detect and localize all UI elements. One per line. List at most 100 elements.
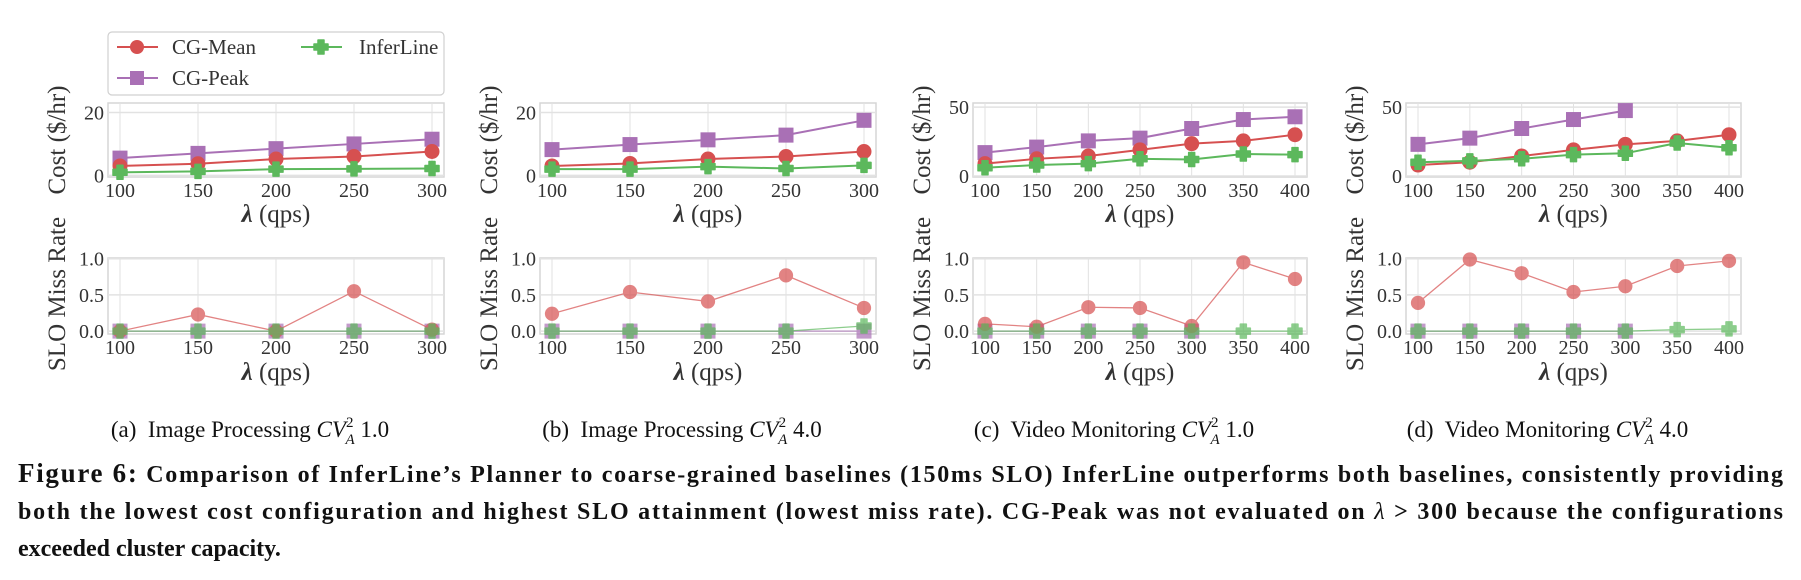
data-point-circle	[1081, 300, 1096, 315]
legend-label: InferLine	[359, 35, 438, 59]
cost-subplot: 100 150 200 250 300 0 20 Cost ($/hr) λ (qps)	[44, 85, 447, 228]
y-tick-label: 50	[949, 97, 969, 119]
y-axis-label: SLO Miss Rate	[44, 217, 71, 371]
x-tick-label: 100	[1403, 337, 1433, 359]
data-point-plus	[1410, 154, 1426, 171]
data-point-plus	[1669, 135, 1685, 151]
x-tick-label: 400	[1714, 337, 1744, 359]
series-cg-peak	[544, 112, 872, 158]
y-tick-label: 1.0	[79, 249, 104, 271]
miss-subplot: 100 150 200 250 300 0.0 0.5 1.0 SLO Miss Rate λ (…	[44, 217, 447, 386]
x-tick-label: 250	[339, 337, 369, 359]
data-point-square	[1132, 130, 1148, 146]
subcaption-value: 1.0	[1220, 417, 1255, 442]
y-tick-label: 20	[516, 102, 536, 124]
data-point-circle	[1235, 133, 1251, 149]
x-tick-label: 350	[1662, 337, 1692, 359]
subcaption-label: (b) Image Processing	[542, 417, 749, 442]
data-point-square	[544, 142, 560, 158]
panel-d: 100 150 200 250 300 350 400 0 50 Cost ($/hr) λ (qp…	[1342, 85, 1744, 448]
data-point-plus	[268, 161, 284, 177]
data-point-circle	[1287, 271, 1303, 287]
x-tick-label: 200	[261, 337, 291, 359]
subcaption-value: 4.0	[1654, 417, 1689, 442]
data-point-circle	[1566, 284, 1581, 300]
series-inferline	[112, 160, 440, 181]
x-tick-label: 100	[105, 180, 135, 202]
data-point-plus	[544, 161, 560, 177]
data-point-circle	[1670, 258, 1685, 274]
data-point-circle	[700, 294, 716, 309]
y-tick-label: 0.5	[511, 285, 536, 307]
x-tick-label: 250	[1125, 337, 1155, 359]
x-tick-label: 250	[1559, 180, 1589, 202]
y-axis-label: Cost ($/hr)	[909, 85, 936, 194]
x-axis-symbol: λ	[673, 359, 685, 386]
data-point-plus	[1080, 155, 1097, 172]
x-axis-label: λ (qps)	[673, 359, 743, 386]
data-point-plus	[1721, 321, 1737, 337]
data-point-plus	[346, 323, 362, 339]
x-tick-label: 100	[1403, 180, 1433, 202]
caption-line-1: Figure 6: Comparison of InferLine’s Plan…	[18, 458, 1783, 488]
y-axis-label: Cost ($/hr)	[44, 85, 71, 194]
figure-caption: Figure 6: Comparison of InferLine’s Plan…	[18, 458, 1783, 562]
x-tick-label: 100	[105, 337, 135, 359]
x-tick-label: 100	[970, 337, 1000, 359]
series-cg-peak	[1410, 103, 1633, 152]
series-inferline	[977, 323, 1303, 339]
x-tick-label: 200	[1507, 337, 1537, 359]
data-point-plus	[1132, 151, 1148, 167]
x-tick-label: 250	[771, 337, 801, 359]
legend-label: CG-Peak	[172, 66, 249, 90]
data-point-plus	[700, 158, 716, 175]
data-point-square	[1287, 109, 1303, 125]
data-point-plus	[1669, 321, 1685, 338]
data-point-square	[1514, 120, 1530, 136]
legend-entry-cg-peak: CG-Peak	[117, 66, 249, 90]
data-point-plus	[1132, 323, 1148, 339]
legend-plus-marker-icon	[313, 39, 329, 55]
data-point-square	[856, 112, 872, 128]
x-tick-label: 350	[1228, 180, 1258, 202]
x-axis-symbol: λ	[241, 359, 253, 386]
x-tick-label: 250	[1559, 337, 1589, 359]
data-point-square	[778, 127, 794, 143]
subcaption: (a) Image Processing CV2 A 1.0	[111, 415, 389, 448]
legend-square-marker-icon	[130, 71, 144, 85]
data-point-plus	[1410, 323, 1426, 339]
data-point-plus	[424, 323, 440, 339]
x-tick-label: 150	[615, 180, 645, 202]
x-axis-symbol: λ	[1538, 201, 1550, 228]
data-point-plus	[1080, 323, 1097, 339]
x-tick-label: 150	[1455, 180, 1485, 202]
y-axis-label: SLO Miss Rate	[476, 217, 503, 371]
data-point-circle	[1410, 295, 1426, 311]
x-axis-label: λ (qps)	[1538, 201, 1608, 228]
data-point-plus	[1028, 323, 1045, 339]
data-point-plus	[700, 323, 716, 339]
data-point-plus	[1287, 323, 1303, 339]
x-tick-label: 400	[1280, 180, 1310, 202]
subcaption-sub: A	[777, 432, 788, 448]
x-axis-label: λ (qps)	[1105, 201, 1175, 228]
x-tick-label: 250	[339, 180, 369, 202]
series-cg-mean	[1410, 252, 1737, 311]
x-axis-symbol: λ	[673, 201, 685, 228]
data-point-plus	[190, 323, 206, 339]
data-point-plus	[977, 160, 993, 176]
subcaption-sub: A	[1644, 432, 1655, 448]
x-tick-label: 300	[417, 180, 447, 202]
data-point-plus	[1721, 140, 1737, 156]
data-point-plus	[1617, 323, 1634, 339]
y-tick-label: 0.0	[79, 321, 104, 343]
data-point-circle	[190, 307, 206, 322]
data-point-circle	[1514, 266, 1529, 281]
data-point-plus	[1565, 146, 1582, 163]
x-tick-label: 300	[849, 180, 879, 202]
subcaption-sub: A	[1209, 432, 1220, 448]
x-tick-label: 300	[849, 337, 879, 359]
